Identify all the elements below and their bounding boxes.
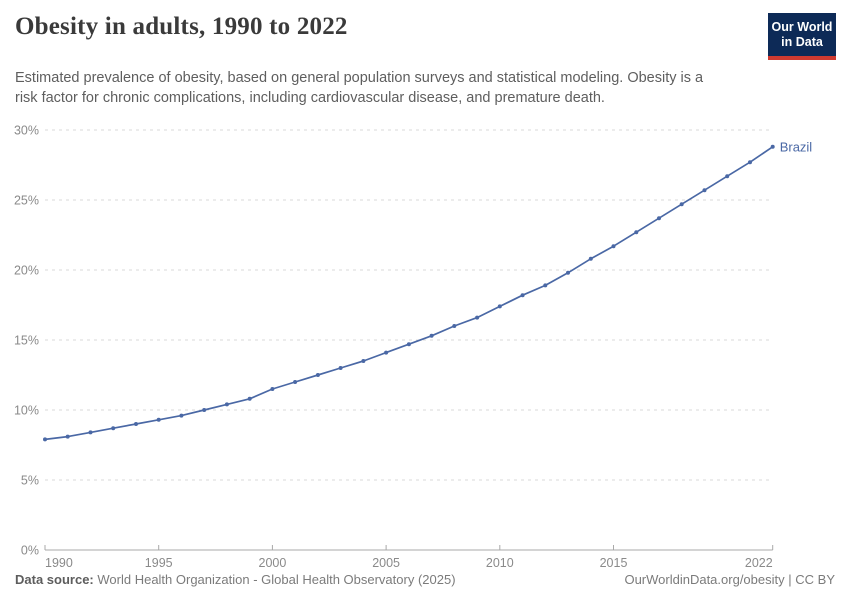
owid-logo-line1: Our World: [771, 20, 833, 34]
x-tick-label: 2015: [600, 556, 628, 570]
x-tick-label: 1990: [45, 556, 73, 570]
header: Obesity in adults, 1990 to 2022 Our Worl…: [0, 0, 850, 60]
y-tick-label: 15%: [14, 334, 39, 348]
data-point: [134, 422, 138, 427]
data-source-value: World Health Organization - Global Healt…: [97, 572, 456, 587]
y-tick-label: 5%: [21, 474, 39, 488]
data-point: [679, 202, 684, 207]
data-point: [65, 434, 70, 439]
owid-logo-line2: in Data: [781, 35, 823, 50]
line-chart: 0% 5% 10% 15% 20% 25% 30% 1990 1995 2000 2005 2010 2…: [14, 124, 813, 571]
page-title: Obesity in adults, 1990 to 2022: [15, 13, 348, 40]
data-point: [156, 417, 161, 422]
license-label: CC BY: [795, 572, 835, 587]
footer: Data source: World Health Organization -…: [15, 572, 835, 587]
data-point: [43, 437, 47, 442]
data-point: [475, 315, 480, 320]
data-point: [406, 342, 411, 347]
data-point: [543, 283, 548, 288]
data-point: [770, 144, 775, 149]
y-tick-label: 10%: [14, 404, 39, 418]
data-source: Data source: World Health Organization -…: [15, 572, 456, 587]
attribution: OurWorldinData.org/obesity | CC BY: [624, 572, 835, 587]
data-point: [384, 350, 389, 355]
y-tick-label: 30%: [14, 124, 39, 138]
data-point: [247, 396, 252, 401]
data-point: [338, 366, 343, 371]
data-point: [657, 216, 661, 221]
owid-url-link[interactable]: OurWorldinData.org/obesity: [624, 572, 785, 587]
chart-subtitle: Estimated prevalence of obesity, based o…: [15, 69, 704, 106]
data-point: [361, 359, 366, 364]
x-tick-label: 1995: [145, 556, 173, 570]
data-point: [111, 426, 116, 431]
data-source-label: Data source:: [15, 572, 94, 587]
owid-logo: Our World in Data: [768, 13, 836, 60]
data-point: [748, 160, 752, 165]
data-point: [429, 333, 434, 338]
data-point: [293, 380, 298, 385]
data-point: [202, 408, 207, 413]
x-tick-label: 2005: [372, 556, 400, 570]
data-point: [88, 430, 93, 435]
data-point: [270, 387, 275, 392]
data-point: [497, 304, 502, 309]
data-point: [566, 270, 570, 275]
data-point: [224, 402, 229, 407]
data-point: [520, 293, 525, 298]
y-tick-label: 20%: [14, 264, 39, 278]
data-point: [725, 174, 730, 179]
x-tick-label: 2010: [486, 556, 514, 570]
data-point: [634, 230, 639, 235]
data-point: [588, 256, 593, 261]
data-point: [702, 188, 707, 193]
series-line-brazil: [44, 146, 774, 441]
data-point: [611, 244, 616, 249]
chart-area: 0% 5% 10% 15% 20% 25% 30% 1990 1995 2000 2005 2010 2…: [0, 110, 850, 585]
attribution-separator: |: [788, 572, 792, 587]
series-label-brazil[interactable]: Brazil: [780, 139, 813, 154]
data-point: [179, 413, 184, 418]
x-tick-label: 2022: [745, 556, 773, 570]
y-tick-label: 0%: [21, 544, 39, 558]
y-tick-label: 25%: [14, 194, 39, 208]
x-tick-label: 2000: [259, 556, 287, 570]
data-point: [452, 324, 457, 329]
data-point: [315, 373, 320, 378]
